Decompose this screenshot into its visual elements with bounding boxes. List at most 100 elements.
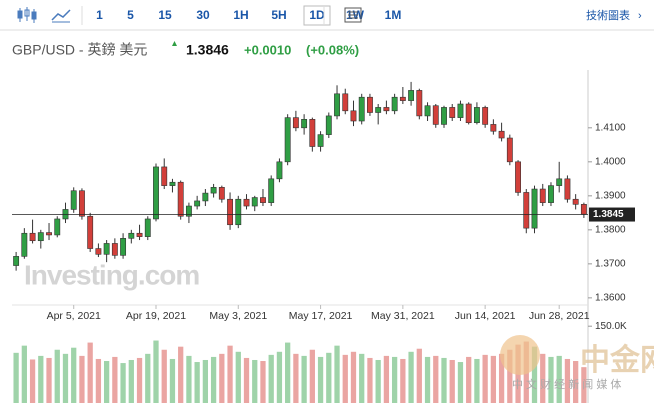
volume-bar <box>317 356 324 403</box>
candle-body <box>449 107 456 118</box>
interval-button[interactable]: 5 <box>127 8 134 22</box>
volume-bar <box>210 356 217 403</box>
candle-body <box>465 103 472 124</box>
settings-icon[interactable] <box>344 7 362 23</box>
volume-bar <box>375 359 381 403</box>
volume-bar <box>581 367 587 403</box>
interval-button[interactable]: 15 <box>158 8 172 22</box>
y-tick-label: 1.4100 <box>595 122 626 133</box>
volume-bar <box>285 342 291 403</box>
volume-bar <box>112 356 118 403</box>
volume-bar <box>573 361 579 403</box>
chevron: › <box>638 10 642 22</box>
interval-button[interactable]: 1H <box>233 8 248 22</box>
volume-bar <box>243 357 250 403</box>
candle-body <box>408 90 415 101</box>
candle-body <box>251 197 258 207</box>
change-percent: (+0.08%) <box>306 42 359 57</box>
volume-bar <box>400 358 406 403</box>
candle-body <box>243 198 250 207</box>
candle-body <box>87 215 94 249</box>
volume-bar <box>21 345 27 403</box>
volume-bar <box>120 363 126 403</box>
volume-bar <box>391 356 398 403</box>
volume-bar <box>466 356 472 403</box>
candle-body <box>580 204 587 215</box>
candle-body <box>37 232 44 242</box>
line-icon[interactable] <box>51 9 71 21</box>
volume-bar <box>408 351 414 403</box>
candle-icon[interactable] <box>17 7 37 23</box>
candle-body <box>375 107 382 113</box>
volume-bar <box>71 347 77 403</box>
volume-bar <box>457 362 464 403</box>
x-tick-label: Apr 19, 2021 <box>126 310 186 322</box>
volume-bar <box>424 356 431 403</box>
candle-body <box>317 134 324 147</box>
candle-body <box>235 198 242 226</box>
candle-body <box>498 130 505 139</box>
overlay-tagline: 中 文 财 经 新 闻 媒 体 <box>512 377 621 391</box>
chart-link[interactable]: 技術圖表 <box>586 8 630 22</box>
volume-bar <box>13 352 19 403</box>
candle-body <box>441 107 447 125</box>
volume-bar <box>161 349 167 403</box>
volume-bar <box>276 351 283 403</box>
chart-title: GBP/USD - 英鎊 美元 <box>12 42 147 58</box>
volume-bar <box>326 352 332 403</box>
candle-body <box>21 232 28 257</box>
volume-bar <box>87 342 93 403</box>
candle-body <box>325 115 332 135</box>
y-tick-label: 1.3600 <box>595 292 626 303</box>
change: +0.0010 <box>244 42 291 57</box>
candle-body <box>177 181 184 217</box>
volume-bar <box>342 354 348 403</box>
candle-body <box>210 187 217 194</box>
candle-body <box>103 243 110 255</box>
volume-bar <box>334 345 340 403</box>
candle-body <box>268 178 275 203</box>
candle-body <box>194 200 201 207</box>
y-tick-label: 1.4000 <box>595 156 626 167</box>
interval-button[interactable]: 1M <box>385 8 402 22</box>
candle-body <box>309 119 316 147</box>
volume-bar <box>178 346 184 403</box>
volume-bar <box>128 359 134 403</box>
candle-body <box>46 232 52 236</box>
candle-body <box>70 190 77 210</box>
current-price-box <box>589 207 635 222</box>
volume-bar <box>194 362 200 403</box>
interval-button[interactable]: 1 <box>96 8 103 22</box>
volume-bar <box>260 361 266 403</box>
watermark: Investing.com <box>24 259 199 290</box>
interval-button[interactable]: 5H <box>271 8 286 22</box>
x-tick-label: May 3, 2021 <box>209 310 267 322</box>
candle-body <box>227 198 233 226</box>
candle-body <box>79 190 85 217</box>
candle-body <box>128 232 135 239</box>
candle-body <box>13 256 20 266</box>
interval-button[interactable]: 1D <box>309 8 325 22</box>
candle-body <box>416 90 423 117</box>
candle-body <box>564 178 571 200</box>
volume-bar <box>169 358 176 403</box>
candle-body <box>432 105 439 125</box>
candle-body <box>169 181 176 186</box>
volume-bar <box>474 358 480 403</box>
candle-body <box>111 243 118 256</box>
volume-bar <box>219 353 225 403</box>
candle-body <box>572 198 579 205</box>
x-tick-label: Jun 28, 2021 <box>529 310 590 322</box>
volume-bar <box>441 357 447 403</box>
candle-body <box>185 205 192 217</box>
candle-body <box>531 188 538 229</box>
candle-body <box>515 161 521 193</box>
volume-bar <box>540 353 546 403</box>
candle-body <box>506 137 513 163</box>
volume-bar <box>482 354 488 403</box>
volume-bar <box>490 355 497 403</box>
candle-body <box>95 248 102 255</box>
interval-button[interactable]: 30 <box>196 8 210 22</box>
y-tick-label: 1.3700 <box>595 258 626 269</box>
